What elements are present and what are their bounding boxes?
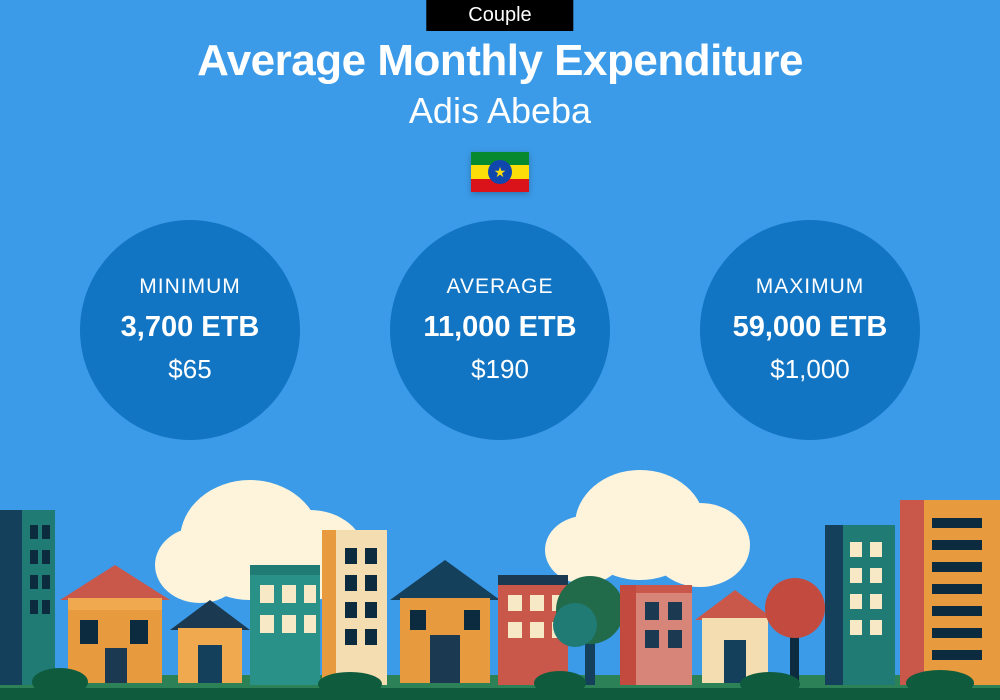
stat-average: AVERAGE 11,000 ETB $190 [390, 220, 610, 440]
stat-sub-value: $1,000 [770, 354, 850, 385]
header: Average Monthly Expenditure Adis Abeba ★ [0, 36, 1000, 192]
stats-row: MINIMUM 3,700 ETB $65 AVERAGE 11,000 ETB… [0, 220, 1000, 440]
stat-label: AVERAGE [447, 275, 554, 299]
stat-main-value: 11,000 ETB [423, 311, 576, 344]
stat-label: MINIMUM [139, 275, 240, 299]
flag-emblem: ★ [488, 160, 512, 184]
city-name: Adis Abeba [0, 90, 1000, 132]
star-icon: ★ [494, 165, 507, 179]
category-badge: Couple [426, 0, 573, 31]
flag-ethiopia: ★ [471, 152, 529, 192]
stat-sub-value: $65 [168, 354, 211, 385]
stat-label: MAXIMUM [756, 275, 865, 299]
stat-maximum: MAXIMUM 59,000 ETB $1,000 [700, 220, 920, 440]
page-title: Average Monthly Expenditure [0, 36, 1000, 86]
stat-main-value: 59,000 ETB [733, 311, 888, 344]
stat-sub-value: $190 [471, 354, 529, 385]
stat-main-value: 3,700 ETB [121, 311, 260, 344]
stat-minimum: MINIMUM 3,700 ETB $65 [80, 220, 300, 440]
cityscape-illustration [0, 470, 1000, 700]
